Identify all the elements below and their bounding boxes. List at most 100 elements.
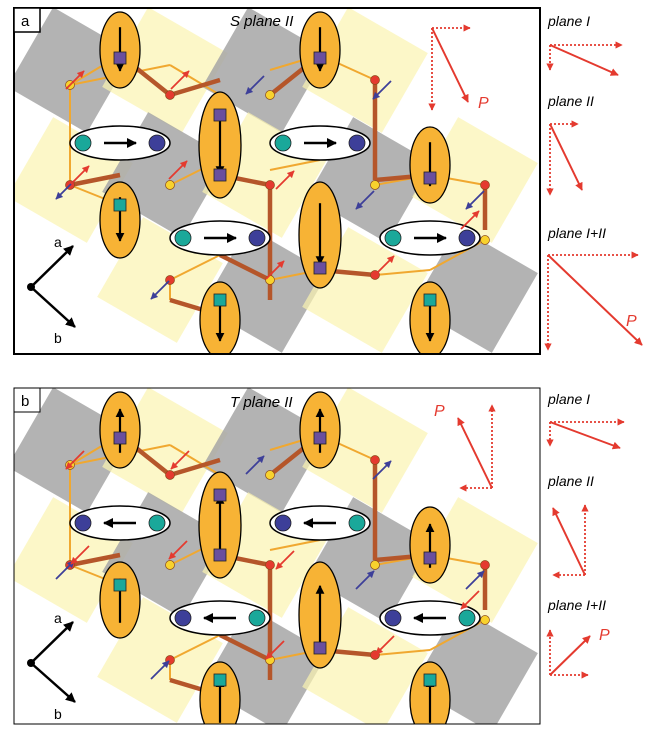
- net-vector: [457, 417, 493, 489]
- node-dot: [480, 235, 490, 245]
- ion-square: [313, 261, 327, 275]
- side-a-plane1-label: plane I: [547, 13, 590, 29]
- ion-circle: [458, 229, 476, 247]
- ion-circle: [458, 609, 476, 627]
- panel-a: a S plane II a b P: [13, 7, 541, 355]
- spin-arrow: [150, 660, 170, 680]
- net-polarization-a: [428, 24, 471, 111]
- ion-square: [213, 293, 227, 307]
- node-dot: [480, 560, 490, 570]
- spin-arrow: [275, 170, 295, 190]
- panel-b-title: T plane II: [230, 394, 293, 411]
- panel-a-frame: [13, 7, 541, 355]
- panel-a-title: S plane II: [230, 13, 293, 30]
- ion-circle: [274, 134, 292, 152]
- ion-circle: [384, 609, 402, 627]
- ion-square: [423, 551, 437, 565]
- bond-thick: [169, 77, 221, 98]
- ion-square: [113, 198, 127, 212]
- bond-thin: [169, 254, 221, 281]
- gray-tile: [202, 8, 328, 133]
- ion-square: [313, 51, 327, 65]
- bond-thin: [374, 649, 431, 656]
- side-vectors-b: plane I plane II plane I+II P: [546, 391, 625, 679]
- spin-arrow: [245, 75, 265, 95]
- axis-b-arrow: [30, 286, 76, 328]
- panel-a-label: a: [21, 13, 30, 30]
- plane1-vector: [549, 421, 621, 450]
- spin-arrow: [465, 190, 485, 210]
- spin-arrow: [70, 545, 90, 565]
- node-dot: [265, 275, 275, 285]
- plane12-vector: [549, 635, 591, 676]
- ion-circle: [74, 134, 92, 152]
- ion-circle: [74, 514, 92, 532]
- spin-arrow: [460, 590, 480, 610]
- node-dot: [265, 470, 275, 480]
- panel-b-label-box: [13, 387, 41, 413]
- spin-arrow: [275, 550, 295, 570]
- spin-arrow: [168, 540, 188, 560]
- node-dot: [165, 470, 175, 480]
- spin-arrow: [375, 635, 395, 655]
- node-dot: [265, 180, 275, 190]
- spin-arrow: [65, 450, 85, 470]
- ion-square: [213, 488, 227, 502]
- panel-a-label-box: [13, 7, 41, 33]
- side-b-p-label: P: [599, 627, 610, 644]
- ion-square: [213, 168, 227, 182]
- lattice-a: [14, 8, 538, 354]
- ion-circle: [148, 514, 166, 532]
- ion-square: [213, 548, 227, 562]
- spin-arrow: [375, 255, 395, 275]
- ion-circle: [174, 229, 192, 247]
- bond-thin: [269, 539, 321, 551]
- spin-arrow: [355, 190, 375, 210]
- node-dot: [165, 180, 175, 190]
- ion-circle: [148, 134, 166, 152]
- side-b-plane12-label: plane I+II: [547, 597, 606, 613]
- axis-a-label: a: [54, 234, 62, 250]
- side-vectors-a: plane I plane II plane I+II P: [544, 13, 643, 351]
- spin-arrow: [170, 70, 190, 90]
- bond-thick: [169, 457, 221, 478]
- plane2-vector: [549, 123, 583, 191]
- ion-circle: [248, 229, 266, 247]
- side-a-plane12-label: plane I+II: [547, 225, 606, 241]
- ion-square: [213, 108, 227, 122]
- spin-arrow: [150, 280, 170, 300]
- axis-origin: [27, 659, 35, 667]
- side-b-plane1-label: plane I: [547, 391, 590, 407]
- spin-arrow: [372, 460, 392, 480]
- node-dot: [165, 90, 175, 100]
- lattice-b: [14, 388, 538, 724]
- ion-circle: [348, 134, 366, 152]
- ion-square: [313, 641, 327, 655]
- ion-circle: [274, 514, 292, 532]
- spin-arrow: [265, 260, 285, 280]
- spin-arrow: [465, 570, 485, 590]
- axis-a-arrow: [30, 621, 74, 664]
- ion-circle: [174, 609, 192, 627]
- axis-a-arrow: [30, 245, 74, 288]
- spin-arrow: [265, 640, 285, 660]
- spin-arrow: [70, 165, 90, 185]
- node-dot: [480, 615, 490, 625]
- bond-thick: [69, 552, 121, 568]
- bond-thick: [69, 172, 121, 188]
- net-vector: [431, 27, 469, 103]
- node-dot: [370, 560, 380, 570]
- axis-origin: [27, 283, 35, 291]
- bond-thin: [169, 634, 221, 661]
- spin-arrow: [168, 160, 188, 180]
- spin-arrow: [170, 450, 190, 470]
- ion-square: [113, 51, 127, 65]
- spin-arrow: [355, 570, 375, 590]
- ion-circle: [384, 229, 402, 247]
- plane2-vector: [552, 507, 586, 576]
- spin-arrow: [245, 455, 265, 475]
- panel-b-label: b: [21, 393, 29, 410]
- node-dot: [165, 560, 175, 570]
- axis-b-arrow: [30, 662, 76, 703]
